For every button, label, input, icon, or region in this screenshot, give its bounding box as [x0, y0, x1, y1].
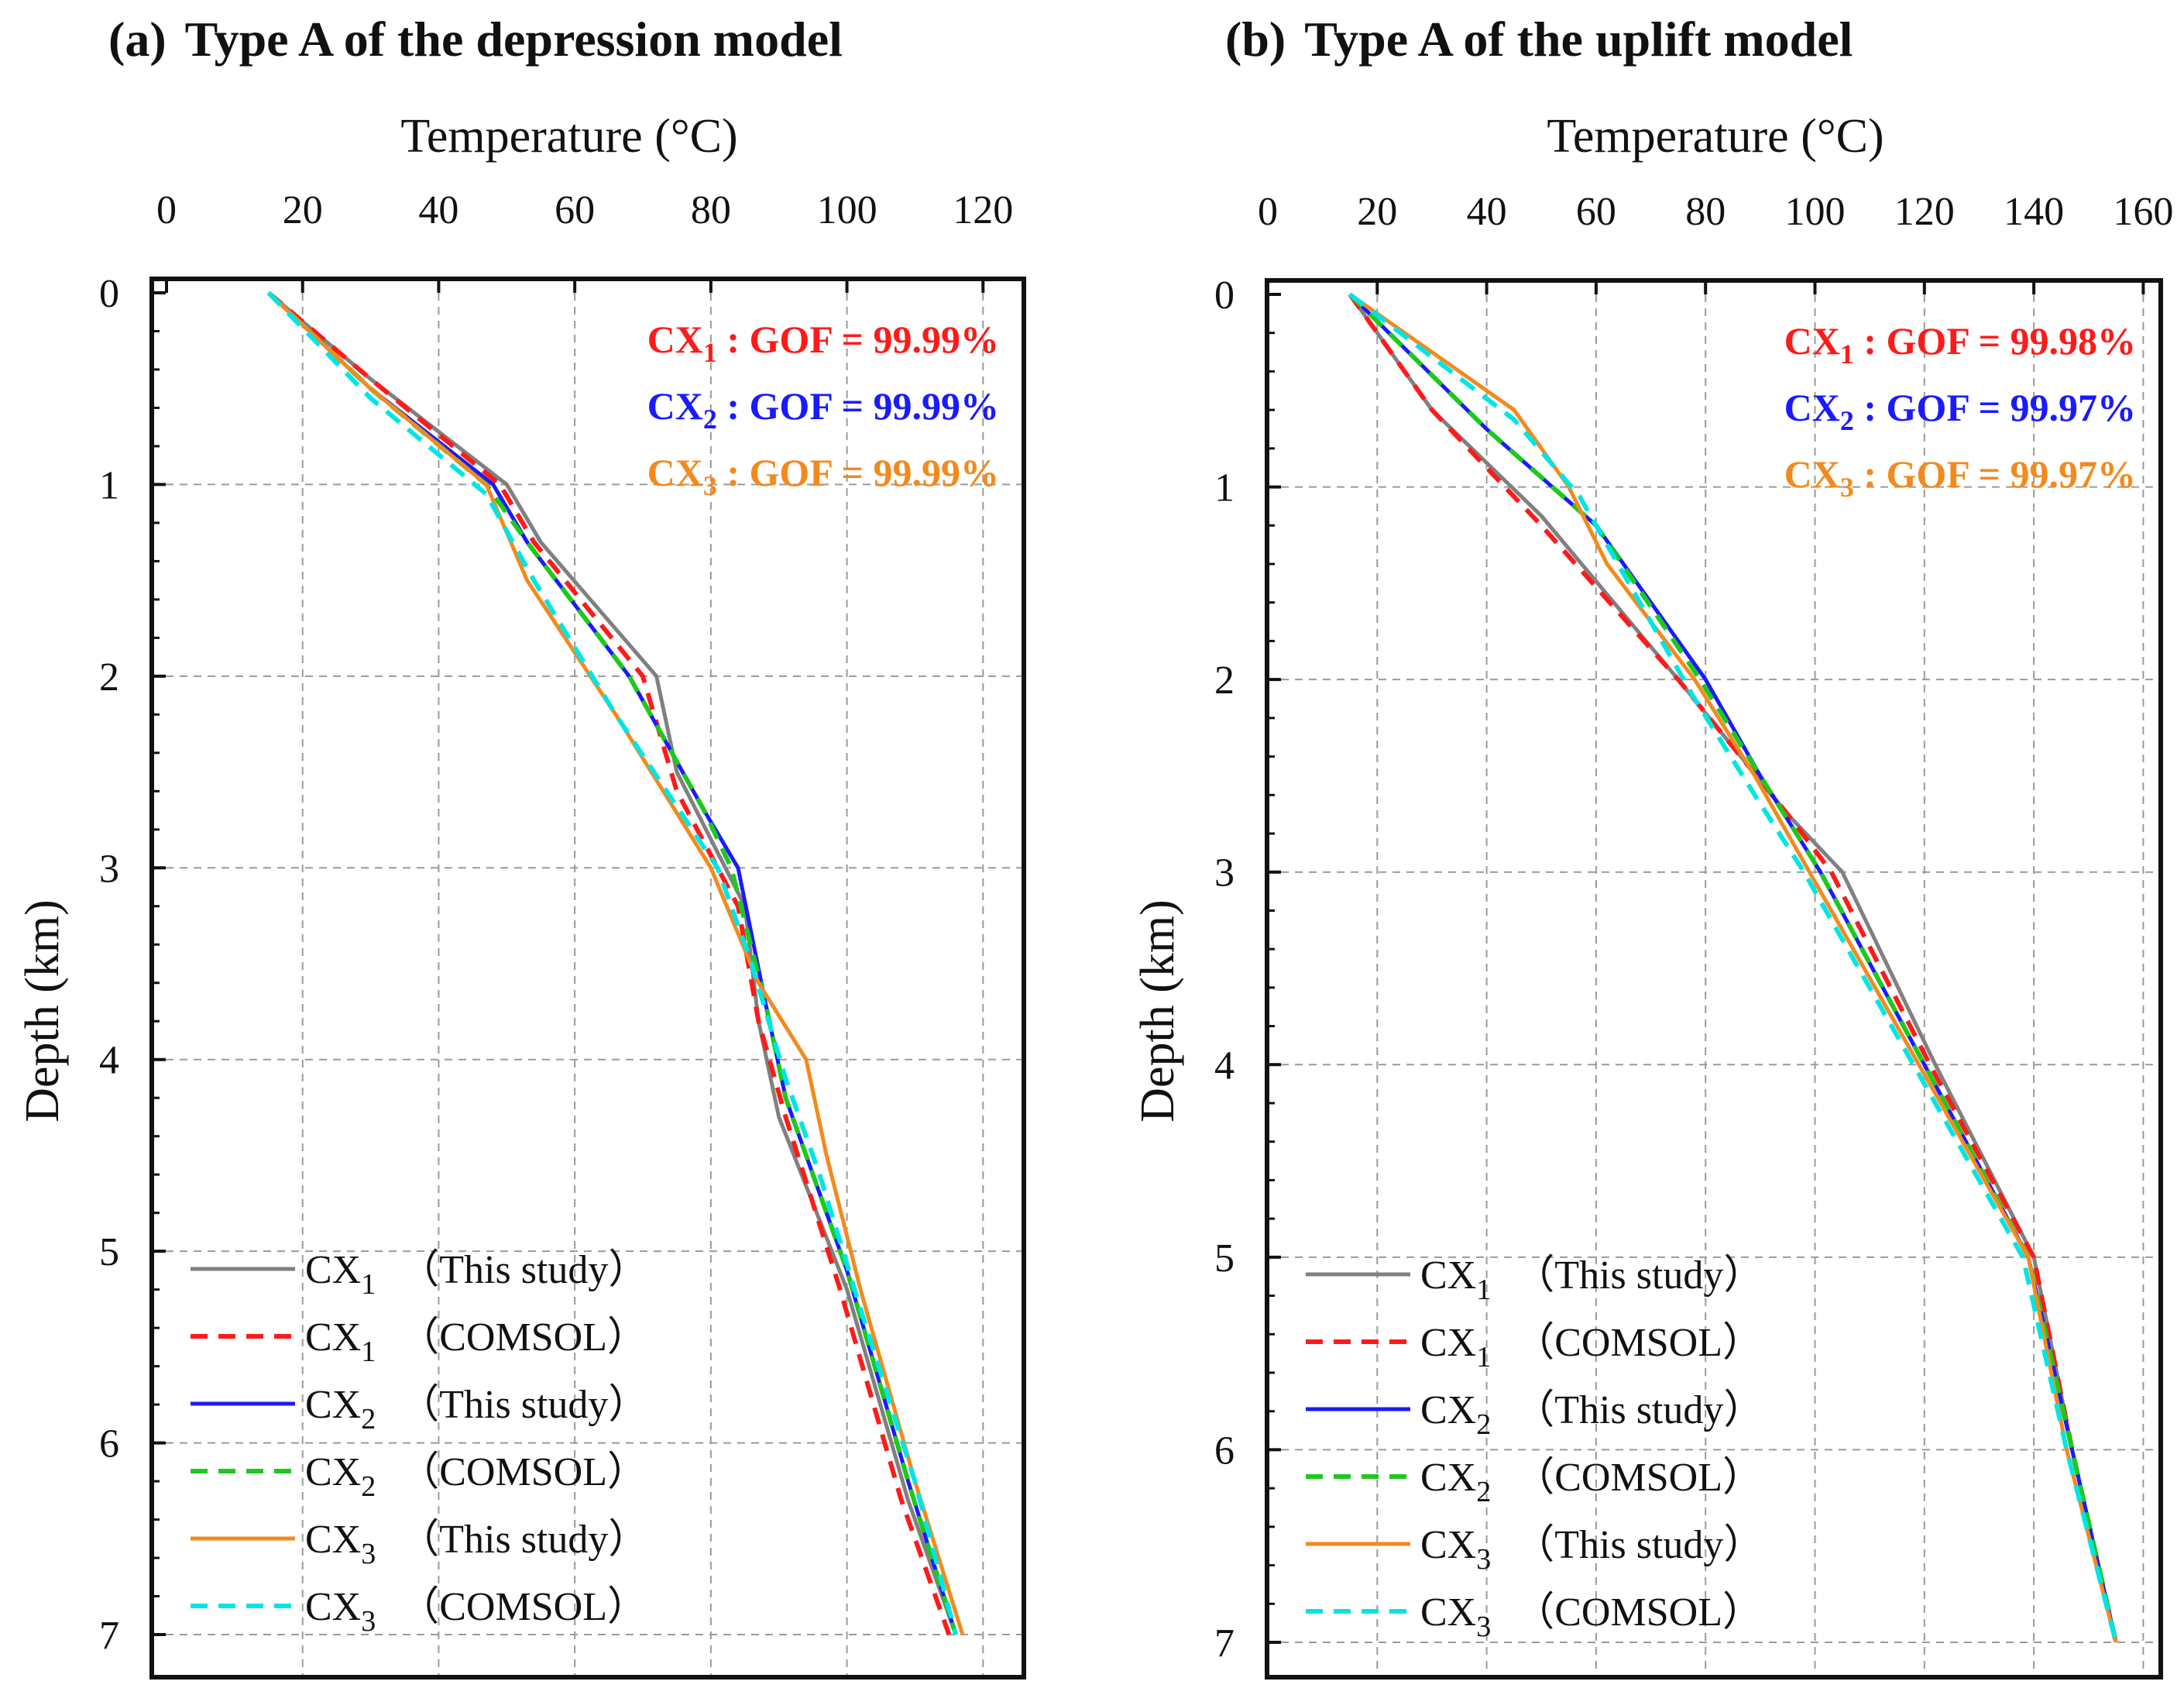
y-tick-label: 2 [1214, 658, 1235, 703]
legend-label: CX2 （COMSOL） [305, 1450, 647, 1503]
gof-label-1: CX1 : GOF = 99.98% [1784, 319, 2136, 370]
y-tick-label: 4 [99, 1039, 119, 1083]
x-tick-label: 60 [1576, 190, 1616, 234]
panel-b-gof-annotations: CX1 : GOF = 99.98% CX2 : GOF = 99.97% CX3 … [1784, 319, 2136, 503]
y-tick-label: 2 [99, 655, 119, 700]
panel-b-ticks: 0 20 40 60 80 100 120 140 160 0 1 2 3 4 5 6 7 [1214, 190, 2173, 1666]
series-line-cx1-this-study [1348, 293, 2118, 1643]
gof-label-3: CX3 : GOF = 99.99% [647, 451, 999, 501]
x-tick-label: 0 [156, 188, 177, 232]
panel-a-ylabel: Depth (km) [16, 899, 69, 1123]
legend-label: CX3 （This study） [305, 1518, 648, 1570]
y-tick-label: 5 [99, 1230, 119, 1274]
legend-label: CX1 （This study） [1420, 1253, 1763, 1306]
panel-b-ylabel: Depth (km) [1131, 899, 1184, 1123]
x-tick-label: 100 [817, 188, 877, 232]
legend-item: CX1 （This study） [191, 1248, 648, 1301]
legend-label: CX2 （This study） [305, 1383, 648, 1435]
x-tick-label: 40 [418, 188, 458, 232]
series-line-cx3-comsol [1348, 292, 2119, 1643]
legend-label: CX1 （COMSOL） [1420, 1321, 1763, 1374]
y-tick-label: 4 [1214, 1043, 1235, 1088]
legend-item: CX3 （This study） [191, 1518, 648, 1570]
legend-item: CX2 （COMSOL） [191, 1450, 647, 1503]
panel-b-grid [1267, 280, 2161, 1677]
series-line-cx2-comsol [1348, 292, 2119, 1643]
series-line-cx2-this-study [1348, 293, 2118, 1643]
y-tick-label: 7 [1214, 1621, 1235, 1666]
legend-item: CX3 （COMSOL） [191, 1585, 647, 1638]
panel-a: (a) Type A of the depression model Temper… [16, 12, 1026, 1680]
panel-a-grid [152, 279, 1024, 1677]
legend-label: CX3 （COMSOL） [1420, 1590, 1763, 1643]
legend-item: CX2 （This study） [1306, 1388, 1763, 1441]
panel-b-series [1348, 292, 2119, 1643]
legend-item: CX1 （This study） [1306, 1253, 1763, 1306]
panel-a-xlabel: Temperature (°C) [400, 110, 737, 163]
legend-item: CX1 （COMSOL） [1306, 1321, 1763, 1374]
legend-item: CX2 （This study） [191, 1383, 648, 1435]
panel-a-gof-annotations: CX1 : GOF = 99.99% CX2 : GOF = 99.99% CX3 … [647, 318, 999, 501]
x-tick-label: 100 [1784, 190, 1845, 234]
gof-label-2: CX2 : GOF = 99.97% [1784, 386, 2136, 436]
x-tick-label: 140 [2004, 190, 2064, 234]
panel-a-legend: CX1 （This study） CX1 （COMSOL） CX2 （This study… [191, 1248, 648, 1638]
legend-label: CX3 （COMSOL） [305, 1585, 647, 1638]
legend-item: CX2 （COMSOL） [1306, 1456, 1763, 1508]
x-tick-label: 20 [1357, 190, 1397, 234]
panel-a-series [266, 291, 965, 1636]
series-line-cx3-this-study [267, 291, 965, 1635]
panel-b-legend: CX1 （This study） CX1 （COMSOL） CX2 （This study… [1306, 1253, 1763, 1643]
y-tick-label: 1 [1214, 466, 1235, 511]
x-tick-label: 160 [2113, 190, 2173, 234]
legend-label: CX3 （This study） [1420, 1523, 1763, 1576]
panel-a-title: (a) Type A of the depression model [108, 12, 843, 67]
panel-a-plot-frame [149, 277, 1026, 1680]
panel-b-title: (b) Type A of the uplift model [1225, 12, 1853, 67]
series-line-cx1-comsol [1348, 293, 2119, 1643]
y-tick-label: 1 [99, 463, 119, 507]
y-tick-label: 0 [1214, 273, 1235, 318]
y-tick-label: 6 [99, 1422, 119, 1466]
x-tick-label: 80 [1685, 190, 1726, 234]
y-tick-label: 6 [1214, 1429, 1235, 1473]
legend-label: CX2 （COMSOL） [1420, 1456, 1763, 1508]
x-tick-label: 20 [283, 188, 323, 232]
y-tick-label: 3 [1214, 851, 1235, 896]
legend-label: CX1 （COMSOL） [305, 1315, 647, 1368]
y-tick-label: 7 [99, 1614, 119, 1658]
series-line-cx3-this-study [1348, 292, 2118, 1643]
gof-label-3: CX3 : GOF = 99.97% [1784, 452, 2136, 503]
y-tick-label: 5 [1214, 1236, 1235, 1281]
gof-label-2: CX2 : GOF = 99.99% [647, 384, 999, 435]
panel-a-ticks: 0 20 40 60 80 100 120 0 1 2 3 4 5 6 7 [99, 188, 1013, 1658]
legend-label: CX2 （This study） [1420, 1388, 1763, 1441]
x-tick-label: 120 [953, 188, 1013, 232]
y-tick-label: 3 [99, 847, 119, 891]
series-line-cx1-comsol [266, 291, 952, 1636]
series-line-cx3-comsol [266, 291, 958, 1635]
x-tick-label: 40 [1467, 190, 1507, 234]
legend-label: CX1 （This study） [305, 1248, 648, 1301]
y-tick-label: 0 [99, 272, 119, 316]
panel-b-xlabel: Temperature (°C) [1547, 110, 1884, 163]
panel-b: (b) Type A of the uplift model Temperatur… [1131, 12, 2173, 1680]
legend-item: CX3 （COMSOL） [1306, 1590, 1763, 1643]
gof-label-1: CX1 : GOF = 99.99% [647, 318, 999, 368]
legend-item: CX3 （This study） [1306, 1523, 1763, 1576]
series-line-cx1-this-study [267, 291, 958, 1635]
x-tick-label: 60 [555, 188, 595, 232]
legend-item: CX1 （COMSOL） [191, 1315, 647, 1368]
x-tick-label: 80 [691, 188, 731, 232]
x-tick-label: 0 [1258, 190, 1278, 234]
panel-b-plot-frame [1265, 278, 2163, 1680]
x-tick-label: 120 [1894, 190, 1955, 234]
